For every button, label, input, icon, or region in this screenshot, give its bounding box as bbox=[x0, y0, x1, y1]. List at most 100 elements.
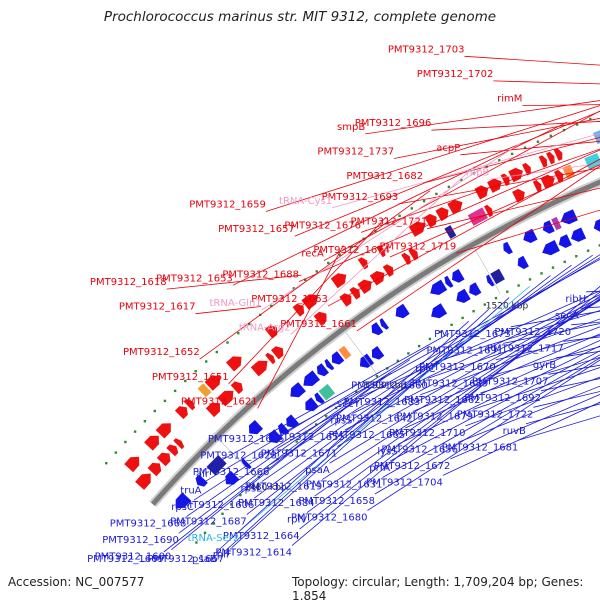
forward-gene bbox=[205, 402, 221, 418]
tick-dot bbox=[153, 409, 156, 413]
tick-dot bbox=[472, 310, 475, 313]
leader-line bbox=[290, 165, 476, 335]
feature-label: PMT9312_1655 bbox=[268, 432, 345, 443]
reverse-gene bbox=[249, 420, 263, 435]
feature-label: PMT9312_1673 bbox=[434, 329, 511, 340]
forward-gene bbox=[401, 252, 411, 265]
feature-label: PMT9312_1702 bbox=[417, 69, 494, 80]
tick-dot bbox=[184, 379, 187, 383]
tick-dot bbox=[270, 304, 273, 308]
reverse-gene bbox=[316, 363, 329, 377]
leader-line bbox=[238, 285, 530, 532]
forward-gene bbox=[144, 435, 159, 451]
reverse-gene bbox=[225, 470, 240, 485]
leader-line bbox=[223, 308, 490, 553]
feature-label: PMT9312_1683 bbox=[344, 397, 421, 408]
feature-label: lysS bbox=[377, 447, 397, 458]
reverse-gene bbox=[444, 275, 454, 288]
tick-dot bbox=[510, 152, 514, 156]
feature-label: ruvB bbox=[503, 426, 526, 437]
feature-label: rpsS bbox=[330, 416, 352, 427]
tick-dot bbox=[528, 278, 532, 281]
reverse-gene bbox=[195, 474, 208, 487]
reverse-gene bbox=[542, 220, 555, 234]
feature-label: PMT9312_1689 bbox=[412, 378, 489, 389]
forward-gene bbox=[313, 311, 327, 326]
forward-gene bbox=[540, 174, 555, 189]
leader-line bbox=[294, 110, 600, 237]
forward-gene bbox=[124, 456, 140, 473]
tick-dot bbox=[248, 322, 251, 326]
genome-summary-text: Topology: circular; Length: 1,709,204 bp… bbox=[290, 575, 600, 600]
feature-label: PMT9312_1653 bbox=[156, 273, 233, 284]
leader-line bbox=[329, 299, 600, 464]
tick-dot bbox=[586, 249, 590, 252]
reverse-gene bbox=[452, 269, 465, 283]
feature-label: PMT9312_1642 bbox=[336, 414, 413, 425]
leader-line bbox=[228, 216, 387, 385]
feature-label: PMT9312_1671 bbox=[261, 449, 338, 460]
feature-label: acpP bbox=[436, 143, 460, 154]
feature-label: PMT9312_1658 bbox=[298, 496, 375, 507]
reverse-gene bbox=[469, 282, 482, 296]
reverse-gene bbox=[486, 274, 495, 287]
leader-line bbox=[389, 164, 600, 258]
forward-gene bbox=[271, 346, 284, 360]
reverse-gene bbox=[395, 303, 410, 319]
feature-label: PMT9312_1669 bbox=[87, 554, 164, 565]
reverse-gene bbox=[560, 209, 578, 225]
forward-gene bbox=[376, 245, 386, 258]
reverse-gene bbox=[503, 241, 513, 255]
leader-line bbox=[422, 136, 600, 184]
feature-label: PMT9312_1663 bbox=[251, 294, 328, 305]
leader-line bbox=[412, 333, 600, 412]
feature-label: PMT9312_1674 bbox=[313, 245, 390, 256]
forward-gene bbox=[174, 406, 188, 420]
leader-line bbox=[435, 310, 600, 363]
tick-dot bbox=[114, 451, 117, 454]
tick-dot bbox=[344, 398, 348, 401]
tick-dot bbox=[563, 260, 566, 263]
feature-label: PMT9312_1692 bbox=[464, 393, 541, 404]
tick-dot bbox=[575, 123, 579, 126]
reverse-gene bbox=[314, 392, 325, 404]
reverse-gene bbox=[571, 227, 587, 242]
reverse-gene bbox=[558, 234, 572, 248]
feature-label: PMT9312_1660 bbox=[351, 380, 428, 391]
feature-label: recA bbox=[301, 249, 324, 260]
genome-backbone bbox=[149, 177, 600, 508]
tick-dot bbox=[494, 296, 498, 300]
feature-label: PMT9312_1704 bbox=[366, 477, 443, 488]
feature-label: PMT9312_1659 bbox=[189, 200, 266, 211]
forward-gene bbox=[166, 444, 179, 457]
tick-dot bbox=[483, 303, 486, 306]
forward-gene bbox=[553, 148, 563, 161]
leader-line bbox=[208, 333, 450, 468]
feature-label: rplV bbox=[287, 515, 307, 526]
forward-gene bbox=[382, 264, 394, 277]
rna-feature bbox=[444, 225, 457, 239]
reverse-gene bbox=[431, 303, 448, 319]
feature-label: smpB bbox=[337, 122, 365, 133]
leader-line bbox=[269, 254, 600, 466]
forward-gene bbox=[183, 399, 196, 411]
forward-gene bbox=[369, 271, 385, 286]
feature-label: PMT9312_1687 bbox=[170, 517, 247, 528]
tick-dot bbox=[598, 244, 600, 247]
feature-label: alr bbox=[196, 469, 210, 480]
leader-line bbox=[394, 117, 600, 159]
leader-line bbox=[195, 306, 262, 315]
reverse-gene bbox=[379, 318, 389, 330]
tick-dot bbox=[407, 352, 410, 355]
feature-label: PMT9312_1670 bbox=[419, 362, 496, 373]
forward-gene bbox=[508, 167, 523, 183]
feature-label: PMT9312_1737 bbox=[317, 147, 394, 158]
reverse-gene bbox=[241, 458, 252, 469]
tick-dot bbox=[203, 531, 207, 534]
leader-line bbox=[367, 359, 600, 511]
tick-label: 1520 kbp bbox=[486, 302, 529, 312]
rna-feature bbox=[197, 383, 212, 398]
tick-dot bbox=[549, 134, 553, 137]
label-leader-lines bbox=[163, 55, 600, 553]
reverse-gene bbox=[331, 351, 345, 365]
